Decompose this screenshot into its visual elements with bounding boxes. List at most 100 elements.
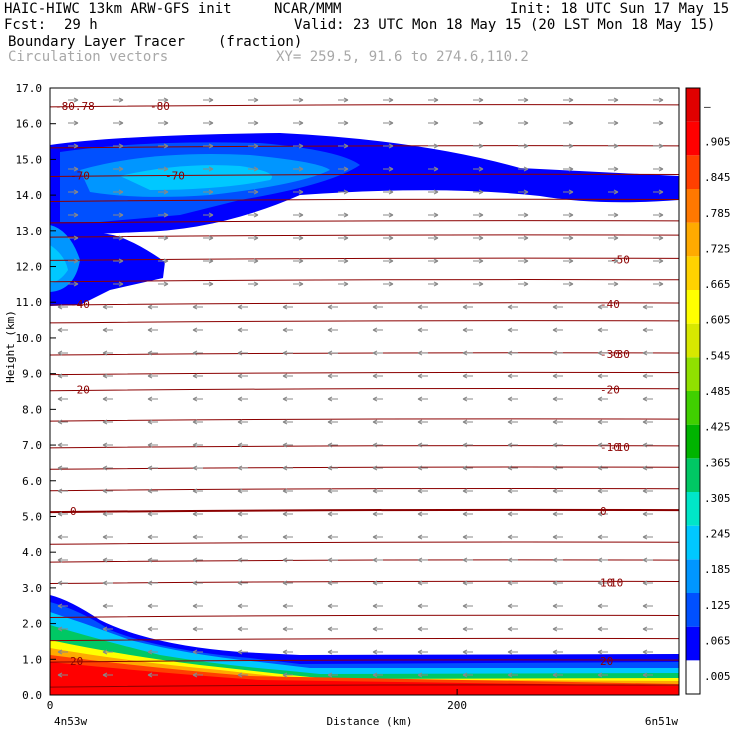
circulation-vector [147, 488, 158, 494]
circulation-vector [462, 327, 473, 333]
circulation-vector [372, 350, 383, 356]
circulation-vector [552, 350, 563, 356]
circulation-vector [428, 258, 439, 264]
circulation-vector [597, 649, 608, 655]
circulation-vector [462, 488, 473, 494]
circulation-vector [383, 235, 394, 241]
contour-label: -10 [610, 441, 630, 454]
temperature-contour [50, 445, 679, 449]
circulation-vector [563, 97, 574, 103]
circulation-vector [147, 534, 158, 540]
circulation-vector [563, 258, 574, 264]
circulation-vector [293, 143, 304, 149]
circulation-vector [102, 672, 113, 678]
circulation-vector [203, 120, 214, 126]
circulation-vector [428, 281, 439, 287]
circulation-vector [653, 189, 664, 195]
circulation-vector [237, 557, 248, 563]
circulation-vector [608, 235, 619, 241]
circulation-vector [192, 465, 203, 471]
colorbar-label: .185 [704, 563, 731, 576]
circulation-vector [642, 442, 653, 448]
circulation-vector [338, 235, 349, 241]
circulation-vector [102, 626, 113, 632]
circulation-vector [608, 97, 619, 103]
x-axis-title: Distance (km) [326, 715, 412, 728]
colorbar-swatch [686, 357, 700, 391]
circulation-vector [507, 672, 518, 678]
circulation-vector [282, 672, 293, 678]
circulation-vector [147, 465, 158, 471]
circulation-vector [192, 626, 203, 632]
circulation-vector [383, 166, 394, 172]
field-name: Boundary Layer Tracer [8, 34, 186, 50]
circulation-vector [327, 465, 338, 471]
circulation-vector [102, 327, 113, 333]
circulation-vector [327, 626, 338, 632]
circulation-vector [507, 534, 518, 540]
circulation-vector [192, 304, 203, 310]
circulation-vector [552, 465, 563, 471]
circulation-vector [147, 603, 158, 609]
circulation-vector [462, 511, 473, 517]
circulation-vector [507, 626, 518, 632]
circulation-vector [372, 442, 383, 448]
contour-label: 20 [600, 655, 613, 668]
circulation-vector [327, 672, 338, 678]
colorbar-label: .485 [704, 385, 731, 398]
circulation-vector [282, 603, 293, 609]
circulation-vector [282, 304, 293, 310]
circulation-vector [518, 166, 529, 172]
circulation-vector [462, 350, 473, 356]
circulation-vector [563, 212, 574, 218]
circulation-vector [507, 419, 518, 425]
circulation-vector [327, 396, 338, 402]
field-units: (fraction) [218, 34, 303, 50]
circulation-vector [147, 511, 158, 517]
temperature-contour [50, 659, 679, 663]
circulation-vector [248, 212, 259, 218]
circulation-vector [608, 166, 619, 172]
circulation-vector [282, 442, 293, 448]
circulation-vector [147, 350, 158, 356]
circulation-vector [417, 580, 428, 586]
circulation-vector [417, 672, 428, 678]
circulation-vector [102, 580, 113, 586]
circulation-vector [552, 419, 563, 425]
circulation-vector [597, 465, 608, 471]
circulation-vector [102, 304, 113, 310]
circulation-vector [68, 97, 79, 103]
circulation-vector [372, 488, 383, 494]
circulation-vector [518, 235, 529, 241]
y-tick-label: 9.0 [22, 368, 42, 381]
circulation-vector [192, 350, 203, 356]
circulation-vector [293, 235, 304, 241]
section-end-label: 6n51w [645, 715, 678, 728]
circulation-vector [237, 350, 248, 356]
circulation-vector [192, 396, 203, 402]
y-tick-label: 10.0 [16, 332, 43, 345]
circulation-vector [327, 603, 338, 609]
y-tick-label: 3.0 [22, 582, 42, 595]
circulation-vector [507, 304, 518, 310]
colorbar-label: .665 [704, 278, 731, 291]
circulation-vector [102, 488, 113, 494]
circulation-vector [563, 143, 574, 149]
circulation-vector [192, 373, 203, 379]
circulation-vector [327, 373, 338, 379]
circulation-vector [248, 258, 259, 264]
circulation-vector [237, 534, 248, 540]
circulation-vector [57, 350, 68, 356]
circulation-vector [338, 143, 349, 149]
circulation-vector [158, 120, 169, 126]
temperature-contour [50, 257, 679, 261]
circulation-vector [383, 97, 394, 103]
contour-label: -40 [70, 298, 90, 311]
circulation-vector [552, 580, 563, 586]
circulation-vector [147, 557, 158, 563]
circulation-vector [68, 235, 79, 241]
circulation-vector [372, 580, 383, 586]
circulation-vector [552, 442, 563, 448]
colorbar-swatch [686, 121, 700, 156]
circulation-vector [428, 189, 439, 195]
